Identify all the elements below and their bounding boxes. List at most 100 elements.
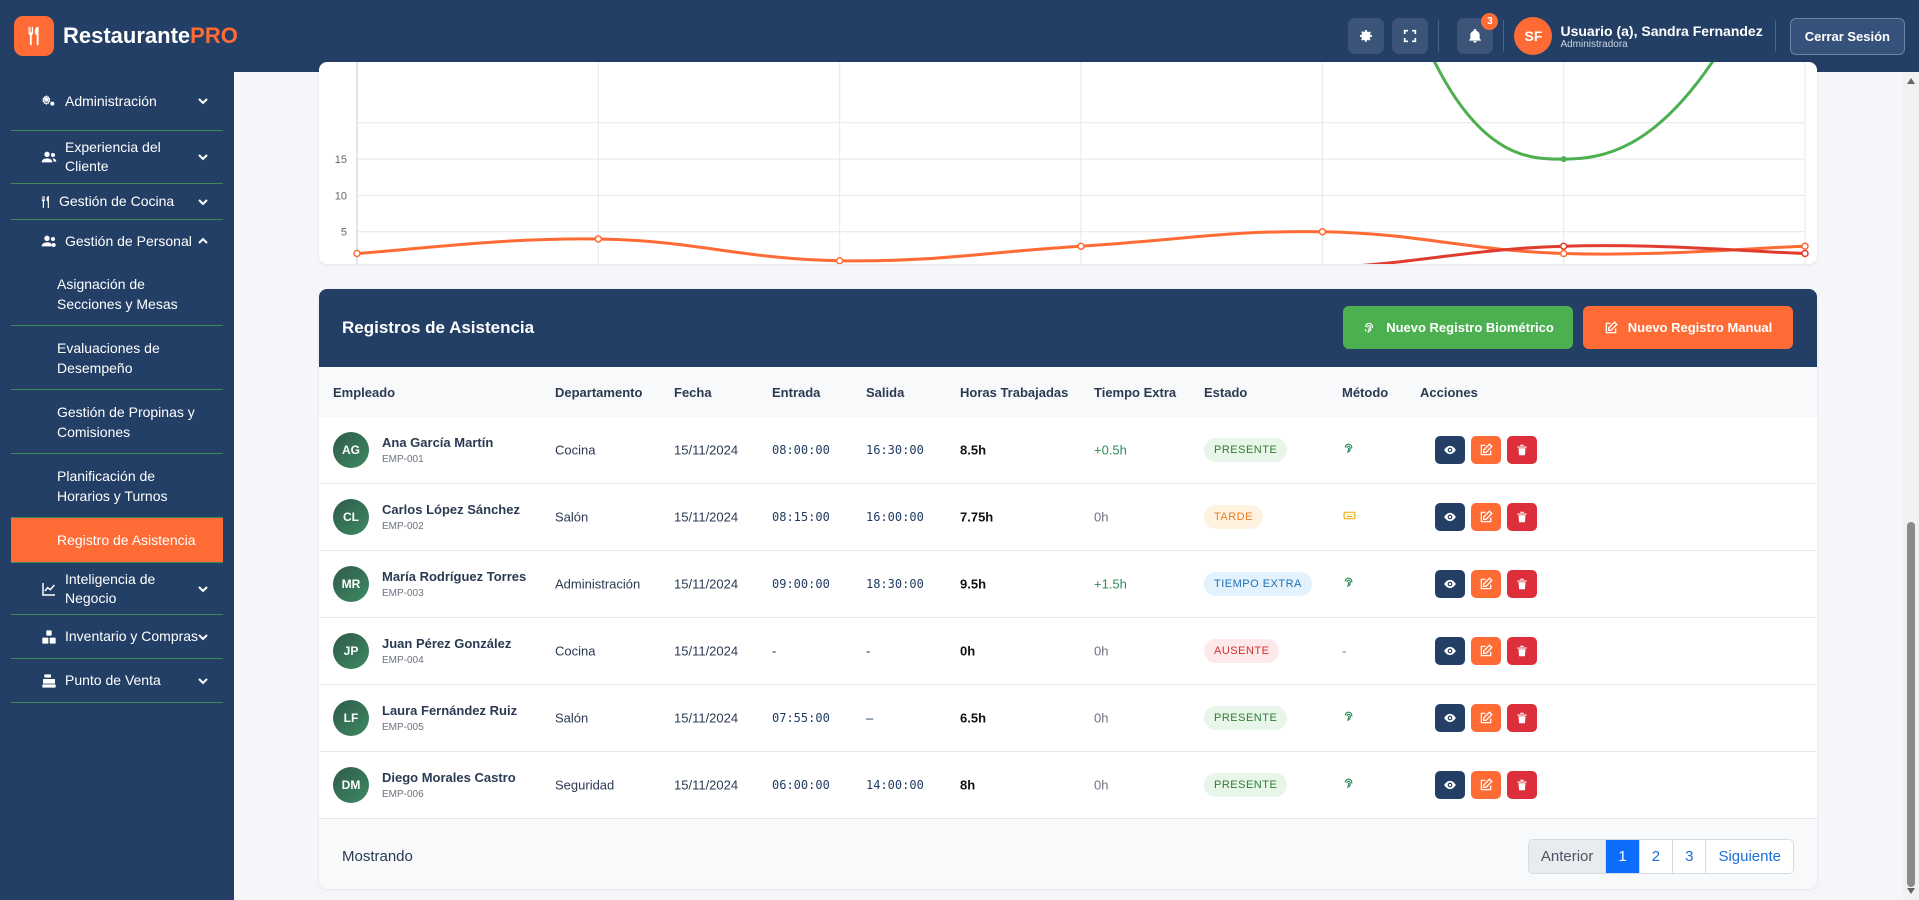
main-content: 051015Lun 09Mar 10Mié 11Jue 12Vie 13Sáb … (234, 62, 1903, 900)
sidebar-subitem-horarios[interactable]: Planificación de Horarios y Turnos (11, 454, 223, 518)
showing-text: Mostrando (342, 847, 413, 865)
column-header[interactable]: Fecha (674, 384, 712, 400)
column-header[interactable]: Horas Trabajadas (960, 384, 1069, 400)
chevron-down-icon (198, 677, 208, 684)
fingerprint-icon (1365, 322, 1374, 333)
trash-icon (1517, 511, 1527, 523)
view-button[interactable] (1435, 436, 1465, 464)
keyboard-icon (1342, 509, 1357, 525)
avatar: DM (333, 767, 369, 803)
edit-icon (1605, 320, 1618, 333)
check-in-cell: - (772, 643, 777, 659)
page-scrollbar[interactable] (1903, 72, 1919, 900)
pagination-page-3[interactable]: 3 (1672, 839, 1706, 873)
fullscreen-button[interactable] (1392, 18, 1429, 54)
notifications-button[interactable]: 3 (1457, 13, 1499, 54)
eye-icon (1444, 646, 1456, 656)
row-actions (1435, 570, 1543, 598)
series-line (1433, 62, 1715, 161)
employee-cell: Juan Pérez González EMP-004 (382, 636, 511, 666)
logout-button[interactable]: Cerrar Sesión (1789, 17, 1905, 55)
chevron-down-icon (198, 633, 208, 640)
check-out-cell: - (866, 643, 871, 659)
utensils-logo-icon (14, 16, 54, 56)
divider (1503, 20, 1505, 52)
pagination-page-1[interactable]: 1 (1605, 839, 1639, 873)
new-manual-record-button[interactable]: Nuevo Registro Manual (1583, 306, 1793, 349)
edit-button[interactable] (1471, 771, 1501, 799)
edit-icon (1480, 644, 1493, 657)
y-tick-label: 10 (335, 190, 347, 202)
edit-icon (1480, 443, 1493, 456)
edit-button[interactable] (1471, 503, 1501, 531)
view-button[interactable] (1435, 771, 1465, 799)
delete-button[interactable] (1507, 637, 1537, 665)
app-name: RestaurantePRO (63, 23, 238, 48)
sidebar-item-punto-venta[interactable]: Punto de Venta (11, 659, 223, 703)
pagination-prev[interactable]: Anterior (1528, 839, 1606, 873)
boxes-icon (39, 629, 59, 645)
date-cell: 15/11/2024 (674, 643, 739, 659)
fingerprint-icon (1342, 777, 1355, 793)
scroll-up-arrow-icon[interactable] (1907, 78, 1915, 84)
overtime-cell: 0h (1094, 643, 1109, 659)
attendance-line-chart: 051015Lun 09Mar 10Mié 11Jue 12Vie 13Sáb … (335, 62, 1809, 264)
column-header[interactable]: Departamento (555, 384, 643, 400)
delete-button[interactable] (1507, 503, 1537, 531)
view-button[interactable] (1435, 637, 1465, 665)
edit-button[interactable] (1471, 637, 1501, 665)
date-cell: 15/11/2024 (674, 442, 739, 458)
view-button[interactable] (1435, 704, 1465, 732)
employee-cell: Diego Morales Castro EMP-006 (382, 770, 516, 800)
hours-worked-cell: 8.5h (960, 442, 987, 458)
sidebar-item-inventario[interactable]: Inventario y Compras (11, 615, 223, 659)
view-button[interactable] (1435, 570, 1465, 598)
employee-name: María Rodríguez Torres (382, 569, 527, 584)
sidebar-item-personal[interactable]: Gestión de Personal (11, 220, 223, 262)
scroll-down-arrow-icon[interactable] (1907, 888, 1915, 894)
date-cell: 15/11/2024 (674, 710, 739, 726)
sidebar-item-inteligencia[interactable]: Inteligencia de Negocio (11, 563, 223, 615)
data-point (1801, 242, 1809, 250)
column-header[interactable]: Salida (866, 384, 905, 400)
delete-button[interactable] (1507, 570, 1537, 598)
sidebar-subitem-propinas[interactable]: Gestión de Propinas y Comisiones (11, 390, 223, 454)
user-info[interactable]: Usuario (a), Sandra Fernandez Administra… (1560, 23, 1762, 50)
top-bar: RestaurantePRO 3 SF Usuario (a), Sandra … (0, 0, 1919, 72)
column-header[interactable]: Estado (1204, 384, 1248, 400)
edit-button[interactable] (1471, 570, 1501, 598)
delete-button[interactable] (1507, 704, 1537, 732)
sidebar-subitem-evaluaciones[interactable]: Evaluaciones de Desempeño (11, 326, 223, 390)
app-logo[interactable]: RestaurantePRO (14, 16, 238, 56)
new-biometric-record-button[interactable]: Nuevo Registro Biométrico (1343, 306, 1573, 349)
trash-icon (1517, 444, 1527, 456)
view-button[interactable] (1435, 503, 1465, 531)
employee-id: EMP-003 (382, 588, 424, 599)
column-header[interactable]: Entrada (772, 384, 821, 400)
column-header[interactable]: Empleado (333, 384, 396, 400)
sidebar-item-experiencia[interactable]: Experiencia del Cliente (11, 131, 223, 184)
sidebar-subitem-asistencia[interactable]: Registro de Asistencia (11, 518, 223, 563)
user-avatar[interactable]: SF (1514, 17, 1553, 55)
sidebar-subitem-secciones[interactable]: Asignación de Secciones y Mesas (11, 262, 223, 326)
pagination-page-2[interactable]: 2 (1638, 839, 1673, 873)
user-name: Usuario (a), Sandra Fernandez (1560, 22, 1763, 39)
settings-button[interactable] (1348, 18, 1385, 54)
status-badge: PRESENTE (1204, 706, 1288, 730)
date-cell: 15/11/2024 (674, 777, 739, 793)
pagination-next[interactable]: Siguiente (1705, 839, 1793, 873)
check-out-cell: – (866, 710, 874, 726)
employee-cell: Laura Fernández Ruiz EMP-005 (382, 703, 517, 733)
chevron-down-icon (198, 98, 208, 105)
sidebar-item-administracion[interactable]: Administración (11, 72, 223, 131)
delete-button[interactable] (1507, 771, 1537, 799)
delete-button[interactable] (1507, 436, 1537, 464)
edit-button[interactable] (1471, 704, 1501, 732)
sidebar-item-cocina[interactable]: Gestión de Cocina (11, 184, 223, 220)
column-header[interactable]: Método (1342, 384, 1389, 400)
column-header[interactable]: Tiempo Extra (1094, 384, 1177, 400)
edit-button[interactable] (1471, 436, 1501, 464)
sidebar-item-label: Punto de Venta (65, 672, 161, 688)
hours-worked-cell: 9.5h (960, 576, 987, 592)
scrollbar-thumb[interactable] (1907, 522, 1915, 887)
